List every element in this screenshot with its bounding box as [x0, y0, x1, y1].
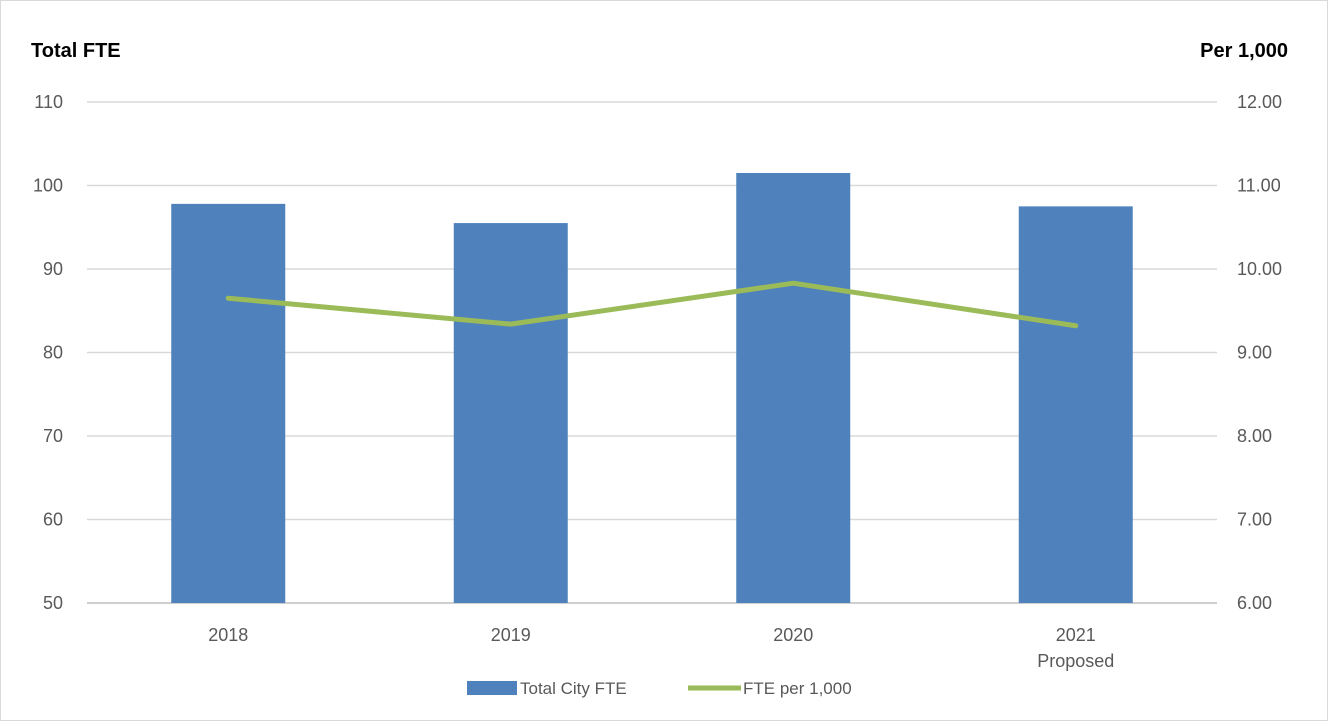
x-axis-ticks: 2018 2019 2020 2021 Proposed	[208, 625, 1114, 671]
y2-axis-title: Per 1,000	[1200, 40, 1288, 62]
y-tick-label: 80	[43, 343, 63, 363]
legend-label: Total City FTE	[520, 679, 627, 698]
bar	[1018, 206, 1133, 603]
bar	[453, 223, 568, 603]
x-tick-label: 2021 Proposed	[1037, 625, 1114, 671]
x-tick-label: 2020	[773, 625, 813, 645]
y-axis-title: Total FTE	[31, 40, 121, 62]
x-tick-label-line: 2018	[208, 625, 248, 645]
bar	[171, 203, 286, 603]
y2-tick-label: 10.00	[1237, 259, 1282, 279]
y-tick-label: 110	[34, 92, 63, 112]
y-tick-label: 50	[43, 593, 63, 613]
y2-tick-label: 12.00	[1237, 92, 1282, 112]
x-tick-label: 2018	[208, 625, 248, 645]
series-line	[225, 280, 1079, 329]
x-tick-label-line: Proposed	[1037, 651, 1114, 671]
line-series	[225, 280, 1079, 329]
bar-series	[171, 172, 1133, 603]
y2-tick-label: 9.00	[1237, 343, 1272, 363]
y2-tick-label: 7.00	[1237, 510, 1272, 530]
legend: Total City FTE FTE per 1,000	[467, 679, 852, 698]
x-tick-label-line: 2019	[491, 625, 531, 645]
y2-tick-label: 8.00	[1237, 426, 1272, 446]
x-tick-label: 2019	[491, 625, 531, 645]
y-tick-label: 90	[43, 259, 63, 279]
x-tick-label-line: 2020	[773, 625, 813, 645]
y-tick-label: 70	[43, 426, 63, 446]
y2-tick-label: 11.00	[1237, 176, 1281, 196]
x-tick-label-line: 2021	[1056, 625, 1096, 645]
bar	[736, 172, 851, 603]
y-axis-ticks: 50 60 70 80 90 100 110	[33, 92, 63, 613]
y-tick-label: 100	[33, 176, 63, 196]
legend-swatch-bar	[467, 681, 517, 695]
y2-axis-ticks: 6.00 7.00 8.00 9.00 10.00 11.00 12.00	[1237, 92, 1282, 613]
y-tick-label: 60	[43, 510, 63, 530]
legend-label: FTE per 1,000	[743, 679, 852, 698]
y2-tick-label: 6.00	[1237, 593, 1272, 613]
